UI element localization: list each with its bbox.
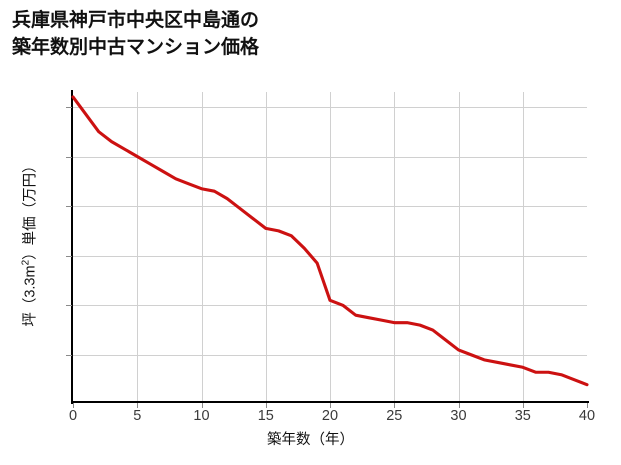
y-axis-tick: [66, 354, 72, 356]
gridline-vertical: [522, 92, 524, 402]
y-axis-title: 坪（3.3m2）単価（万円）: [19, 93, 40, 393]
x-axis-tick-label: 25: [386, 408, 403, 424]
plot-area: [73, 92, 587, 402]
gridline-vertical: [394, 92, 396, 402]
x-axis-tick: [201, 403, 203, 408]
x-axis-tick-label: 20: [321, 408, 339, 424]
x-axis-tick-label: 35: [514, 408, 531, 424]
x-axis-tick: [265, 403, 267, 408]
y-axis-tick: [66, 156, 72, 158]
x-axis-tick-label: 5: [133, 408, 142, 424]
gridline-vertical: [201, 92, 203, 402]
x-axis-tick: [458, 403, 460, 408]
x-axis-line: [71, 401, 589, 404]
gridline-vertical: [265, 92, 267, 402]
y-axis-line: [71, 90, 74, 404]
y-axis-title-superscript: 2: [20, 259, 32, 266]
gridline-vertical: [137, 92, 139, 402]
x-axis-tick: [330, 403, 331, 408]
y-axis-tick: [66, 106, 72, 108]
x-axis-tick: [73, 403, 74, 408]
y-axis-title-post: ）単価（万円）: [22, 158, 39, 260]
y-axis-title-pre: 坪（3.3m: [22, 265, 39, 327]
price-trend-line: [71, 95, 589, 387]
x-axis-tick: [394, 403, 396, 408]
gridline-vertical: [458, 92, 460, 402]
x-axis-title: 築年数（年）: [267, 432, 354, 448]
x-axis-tick: [137, 403, 139, 408]
gridline-vertical: [330, 92, 331, 402]
chart-title: 兵庫県神戸市中央区中島通の 築年数別中古マンション価格: [12, 8, 572, 62]
y-axis-tick: [66, 305, 72, 307]
x-axis-tick: [522, 403, 524, 408]
data-series-layer: [71, 95, 589, 387]
x-axis-tick-label: 15: [257, 408, 274, 424]
y-axis-tick: [66, 206, 72, 208]
chart-title-line-2: 築年数別中古マンション価格: [12, 36, 260, 58]
x-axis-tick-label: 10: [193, 408, 210, 424]
x-axis-tick-label: 40: [578, 408, 596, 424]
y-axis-tick: [66, 255, 72, 257]
chart-title-line-1: 兵庫県神戸市中央区中島通の: [12, 10, 260, 31]
x-axis-tick: [587, 403, 588, 408]
x-axis-tick-label: 30: [450, 408, 467, 424]
x-axis-tick-label: 0: [68, 408, 78, 424]
